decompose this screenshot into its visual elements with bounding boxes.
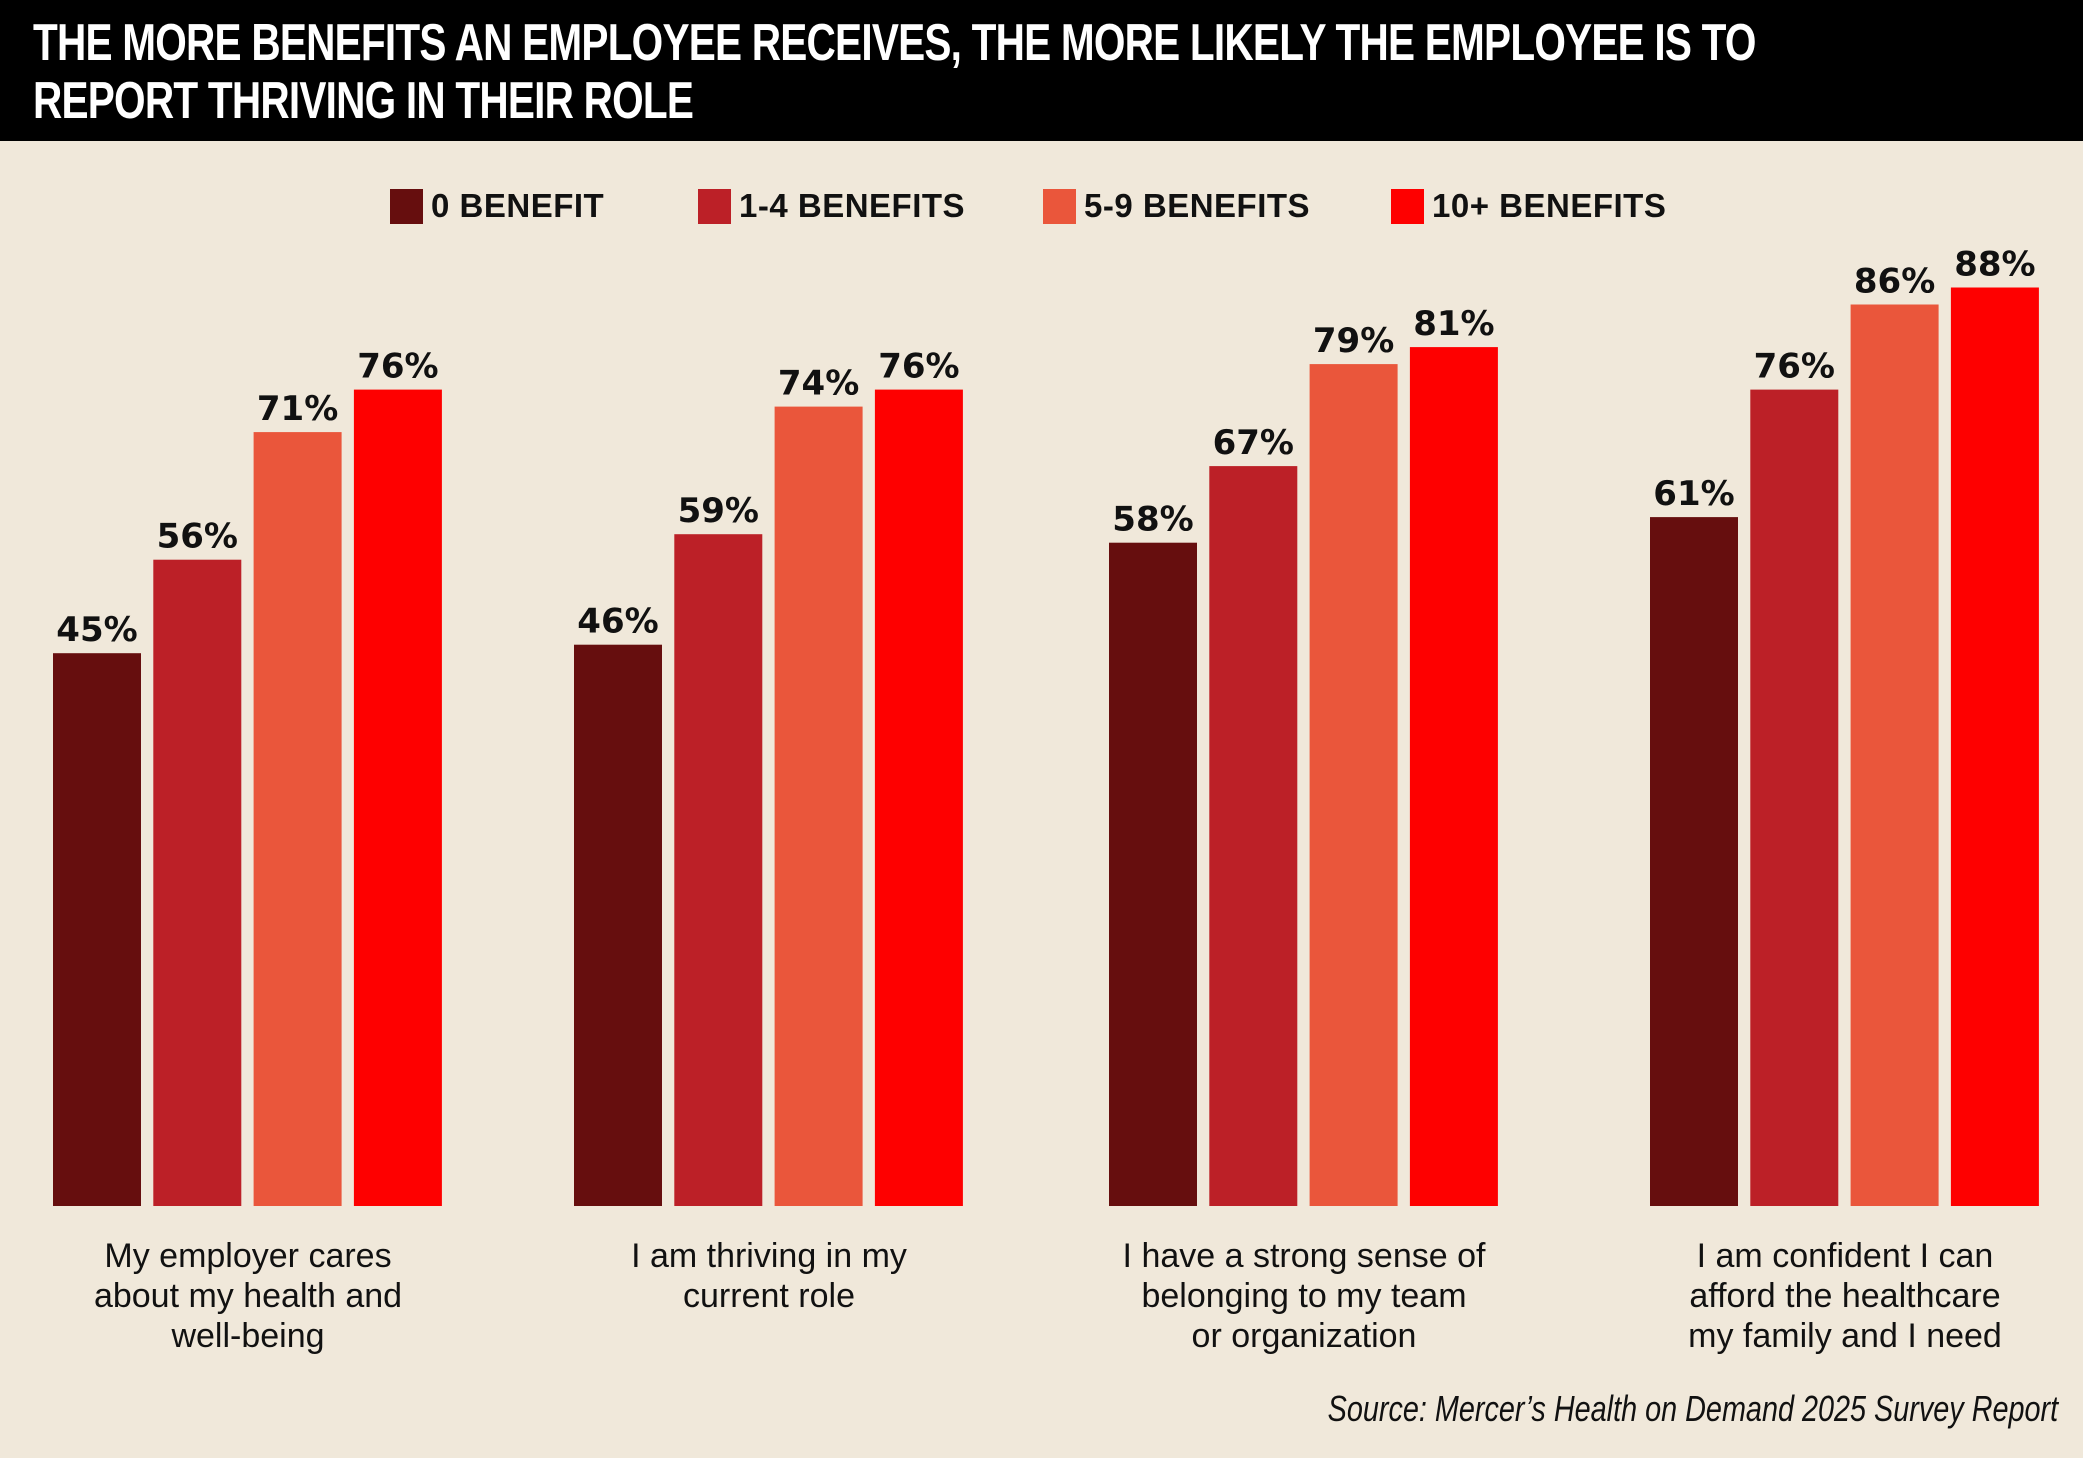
bar-value-label-0-benefit-group-3: 58% bbox=[1112, 500, 1193, 540]
bar-5-9-benefits-group-2 bbox=[774, 406, 863, 1207]
bar-10-plus-benefits-group-1 bbox=[353, 389, 442, 1207]
bar-1-4-benefits-group-4 bbox=[1750, 389, 1839, 1207]
legend-label-1-4-benefits: 1-4 BENEFITS bbox=[739, 187, 966, 224]
bar-1-4-benefits-group-2 bbox=[674, 534, 763, 1206]
bar-value-label-10-plus-benefits-group-1: 76% bbox=[357, 347, 438, 387]
bar-value-label-1-4-benefits-group-2: 59% bbox=[678, 491, 759, 531]
source-note: Source: Mercer’s Health on Demand 2025 S… bbox=[1327, 1388, 2058, 1429]
category-label-health-well-being: My employer cares about my health and we… bbox=[93, 1237, 403, 1355]
bar-value-label-1-4-benefits-group-1: 56% bbox=[157, 517, 238, 557]
category-label-belonging: I have a strong sense of belonging to my… bbox=[1122, 1237, 1486, 1355]
legend: 0 BENEFIT 1-4 BENEFITS 5-9 BENEFITS 10+ … bbox=[0, 186, 2083, 226]
legend-label-10-plus-benefits: 10+ BENEFITS bbox=[1432, 187, 1667, 224]
bar-value-label-1-4-benefits-group-3: 67% bbox=[1213, 423, 1294, 463]
bar-group-1: 45% 56% 71% 76% bbox=[53, 347, 442, 1207]
chart-title-line-2: REPORT THRIVING IN THEIR ROLE bbox=[33, 72, 694, 130]
bar-group-2: 46% 59% 74% 76% bbox=[574, 347, 963, 1207]
bar-value-label-10-plus-benefits-group-3: 81% bbox=[1413, 304, 1494, 344]
bar-5-9-benefits-group-1 bbox=[253, 432, 342, 1207]
legend-swatch-5-9-benefits bbox=[1043, 188, 1076, 224]
bar-value-label-0-benefit-group-2: 46% bbox=[577, 602, 658, 642]
chart-title: THE MORE BENEFITS AN EMPLOYEE RECEIVES, … bbox=[33, 14, 1756, 130]
bar-0-benefit-group-2 bbox=[574, 644, 662, 1206]
bar-10-plus-benefits-group-2 bbox=[874, 389, 963, 1207]
bar-value-label-5-9-benefits-group-2: 74% bbox=[778, 364, 859, 404]
bar-0-benefit-group-1 bbox=[53, 653, 141, 1206]
legend-swatch-0-benefit bbox=[390, 188, 423, 224]
bar-value-label-5-9-benefits-group-1: 71% bbox=[257, 389, 338, 429]
bar-value-label-5-9-benefits-group-3: 79% bbox=[1313, 321, 1394, 361]
bar-value-label-0-benefit-group-1: 45% bbox=[56, 610, 137, 650]
bar-5-9-benefits-group-4 bbox=[1850, 304, 1939, 1206]
bar-value-label-5-9-benefits-group-4: 86% bbox=[1854, 262, 1935, 302]
bar-1-4-benefits-group-1 bbox=[153, 559, 242, 1206]
legend-label-5-9-benefits: 5-9 BENEFITS bbox=[1084, 187, 1311, 224]
legend-swatch-1-4-benefits bbox=[698, 188, 731, 224]
category-label-afford-healthcare: I am confident I can afford the healthca… bbox=[1688, 1237, 2002, 1355]
bar-group-3: 58% 67% 79% 81% bbox=[1109, 304, 1498, 1207]
bar-1-4-benefits-group-3 bbox=[1209, 466, 1298, 1207]
legend-item-10-plus-benefits: 10+ BENEFITS bbox=[1391, 186, 1666, 226]
legend-item-1-4-benefits: 1-4 BENEFITS bbox=[698, 186, 965, 226]
legend-item-0-benefit: 0 BENEFIT bbox=[390, 186, 604, 226]
title-bar: THE MORE BENEFITS AN EMPLOYEE RECEIVES, … bbox=[0, 0, 2083, 141]
bar-group-4: 61% 76% 86% 88% bbox=[1650, 245, 2039, 1207]
bar-value-label-1-4-benefits-group-4: 76% bbox=[1754, 347, 1835, 387]
legend-label-0-benefit: 0 BENEFIT bbox=[431, 187, 605, 224]
bar-0-benefit-group-4 bbox=[1650, 517, 1738, 1206]
bar-5-9-benefits-group-3 bbox=[1309, 364, 1398, 1207]
category-label-thriving: I am thriving in my current role bbox=[631, 1237, 907, 1315]
bar-10-plus-benefits-group-3 bbox=[1409, 347, 1498, 1207]
bar-0-benefit-group-3 bbox=[1109, 542, 1197, 1206]
bar-value-label-0-benefit-group-4: 61% bbox=[1653, 474, 1734, 514]
bar-value-label-10-plus-benefits-group-2: 76% bbox=[878, 347, 959, 387]
bar-value-label-10-plus-benefits-group-4: 88% bbox=[1954, 245, 2035, 285]
legend-item-5-9-benefits: 5-9 BENEFITS bbox=[1043, 186, 1310, 226]
bar-10-plus-benefits-group-4 bbox=[1950, 287, 2039, 1206]
chart-title-line-1: THE MORE BENEFITS AN EMPLOYEE RECEIVES, … bbox=[33, 14, 1756, 72]
legend-swatch-10-plus-benefits bbox=[1391, 188, 1424, 224]
